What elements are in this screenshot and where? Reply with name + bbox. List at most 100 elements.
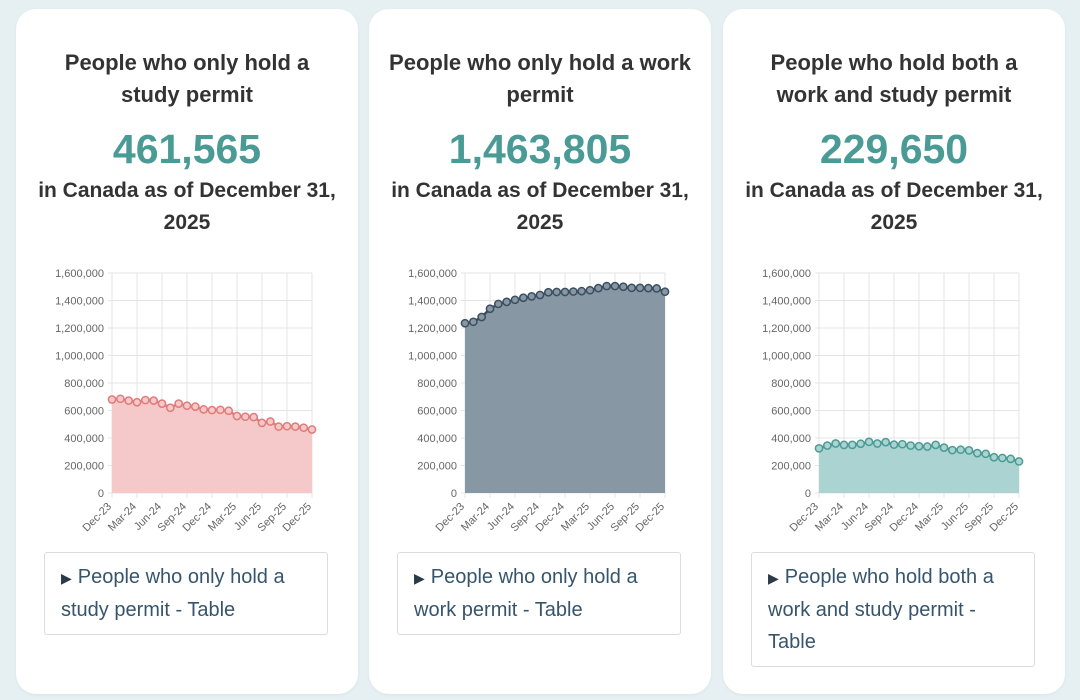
card-subtitle: in Canada as of December 31, 2025: [745, 179, 1043, 234]
data-point: [240, 412, 250, 422]
data-point: [174, 399, 184, 408]
data-point: [956, 445, 966, 455]
data-point: [140, 395, 150, 405]
data-point: [485, 304, 495, 314]
data-point: [989, 452, 999, 462]
y-tick-label: 1,400,000: [55, 296, 104, 308]
data-point: [864, 437, 874, 447]
card-subtitle: in Canada as of December 31, 2025: [391, 179, 689, 234]
data-point: [282, 421, 292, 431]
data-point: [814, 443, 824, 453]
data-point: [831, 439, 841, 448]
data-point: [207, 405, 217, 415]
data-point: [914, 441, 924, 451]
data-point: [931, 440, 941, 450]
triangle-right-icon: ▶: [61, 570, 72, 586]
y-tick-label: 0: [805, 488, 811, 500]
data-point: [1014, 457, 1024, 466]
card-subtitle: in Canada as of December 31, 2025: [38, 179, 336, 234]
y-tick-label: 400,000: [417, 433, 457, 445]
data-point: [518, 293, 528, 303]
details-table-toggle[interactable]: ▶ People who hold both a work and study p…: [751, 552, 1035, 667]
data-point: [107, 395, 117, 404]
y-tick-label: 1,600,000: [55, 268, 104, 280]
data-point: [610, 281, 620, 291]
data-point: [215, 405, 225, 415]
data-point: [165, 403, 175, 413]
y-tick-label: 1,600,000: [762, 268, 811, 280]
y-tick-label: 1,200,000: [55, 323, 104, 335]
y-tick-label: 1,400,000: [408, 296, 457, 308]
data-point: [527, 292, 537, 301]
y-tick-label: 800,000: [771, 378, 811, 390]
x-tick-label: Mar-24: [106, 501, 139, 534]
data-point: [182, 401, 192, 411]
data-point: [502, 297, 512, 307]
data-point: [124, 396, 134, 405]
y-tick-label: 600,000: [64, 406, 104, 418]
data-point: [922, 442, 932, 451]
details-label: People who hold both a work and study pe…: [768, 566, 994, 653]
data-point: [468, 317, 478, 327]
x-tick-label: Mar-25: [913, 501, 946, 534]
data-point: [535, 290, 545, 300]
data-point: [115, 394, 125, 404]
data-point: [543, 287, 553, 297]
data-point: [997, 453, 1007, 463]
y-tick-label: 800,000: [417, 378, 457, 390]
data-point: [257, 418, 267, 428]
data-point: [839, 440, 849, 450]
card-work-and-study-permit: People who hold both a work and study pe…: [723, 9, 1065, 694]
details-label: People who only hold a work permit - Tab…: [414, 566, 638, 621]
data-point: [265, 417, 275, 426]
card-title: People who hold both a work and study pe…: [770, 50, 1018, 107]
data-point: [897, 439, 907, 449]
data-point: [552, 287, 562, 297]
data-point: [290, 422, 300, 431]
data-point: [972, 448, 982, 458]
data-point: [199, 405, 209, 414]
triangle-right-icon: ▶: [768, 570, 779, 586]
details-table-toggle[interactable]: ▶ People who only hold a study permit - T…: [44, 552, 328, 635]
data-point: [157, 399, 167, 408]
data-point: [577, 286, 587, 296]
data-point: [906, 441, 916, 450]
data-point: [299, 423, 309, 433]
chart-work-and-study-permit: 0 200,000 400,000 600,000 800,000 1,000,000 1,…: [762, 268, 1024, 534]
data-point: [1006, 454, 1016, 464]
data-point: [822, 441, 832, 450]
data-point: [872, 439, 882, 448]
data-point: [981, 449, 991, 459]
chart-work-permit: 0 200,000 400,000 600,000 800,000 1,000,000 1,…: [408, 268, 670, 534]
y-tick-label: 1,200,000: [762, 323, 811, 335]
y-tick-label: 1,000,000: [762, 351, 811, 363]
data-point: [660, 287, 670, 297]
series-area: [465, 286, 665, 493]
data-point: [560, 287, 570, 297]
data-point: [889, 440, 899, 449]
data-point: [881, 437, 891, 447]
y-tick-label: 400,000: [64, 433, 104, 445]
data-point: [652, 284, 662, 293]
y-tick-label: 1,400,000: [762, 296, 811, 308]
data-point: [149, 396, 159, 405]
y-tick-label: 1,000,000: [408, 351, 457, 363]
details-label: People who only hold a study permit - Ta…: [61, 566, 285, 621]
data-point: [635, 283, 645, 293]
data-point: [232, 411, 242, 421]
data-point: [568, 287, 578, 296]
y-tick-label: 1,200,000: [408, 323, 457, 335]
card-title: People who only hold a study permit: [64, 50, 310, 107]
y-tick-label: 200,000: [64, 461, 104, 473]
y-tick-label: 1,600,000: [408, 268, 457, 280]
y-tick-label: 0: [451, 488, 457, 500]
details-table-toggle[interactable]: ▶ People who only hold a work permit - Ta…: [397, 552, 681, 635]
data-point: [249, 412, 259, 422]
data-point: [132, 397, 142, 407]
y-tick-label: 600,000: [417, 406, 457, 418]
x-tick-label: Mar-25: [206, 501, 239, 534]
data-point: [190, 402, 200, 411]
x-tick-label: Mar-24: [459, 501, 492, 534]
data-point: [493, 299, 503, 309]
data-point: [627, 283, 637, 293]
